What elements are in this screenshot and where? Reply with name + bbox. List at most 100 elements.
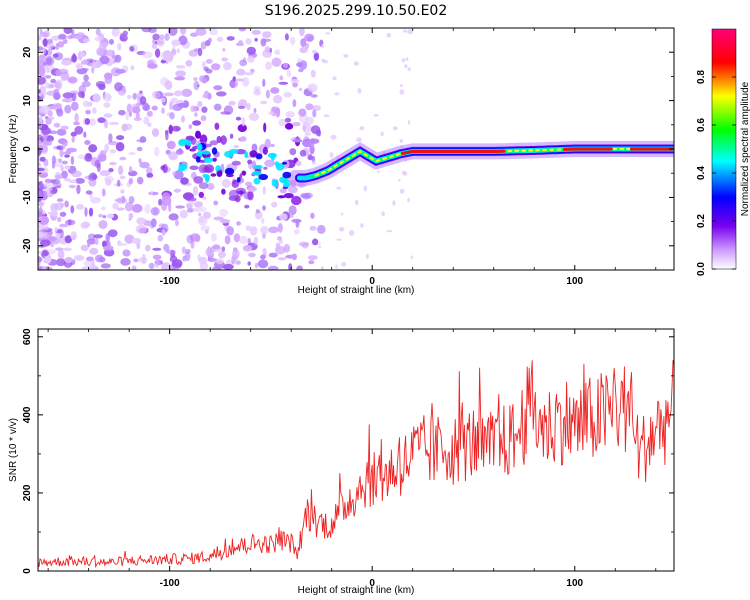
noise-blob (262, 78, 266, 87)
noise-blob (401, 58, 406, 63)
noise-blob (109, 38, 114, 45)
noise-blob (247, 159, 253, 165)
noise-blob (246, 102, 251, 111)
noise-blob (341, 212, 344, 216)
noise-blob (139, 161, 150, 169)
noise-blob (302, 138, 313, 148)
noise-blob (60, 202, 65, 208)
noise-blob (166, 140, 176, 150)
noise-blob (150, 190, 154, 196)
noise-blob (276, 236, 283, 241)
noise-blob (178, 35, 188, 46)
noise-blob (173, 188, 182, 193)
noise-blob (226, 36, 235, 41)
noise-blob (188, 49, 198, 57)
spectrogram-noise (38, 28, 413, 270)
noise-blob (341, 262, 347, 267)
noise-blob (235, 116, 242, 121)
noise-blob (242, 244, 253, 252)
noise-blob (169, 101, 173, 110)
noise-blob (307, 83, 318, 93)
colorbar-tick-label: 0.2 (696, 214, 707, 228)
noise-blob (164, 80, 173, 90)
noise-blob (237, 124, 247, 133)
noise-blob (38, 46, 44, 51)
noise-blob (83, 260, 93, 267)
noise-blob (247, 55, 255, 63)
noise-blob (175, 127, 180, 132)
noise-blob (299, 47, 308, 54)
noise-blob (89, 247, 99, 255)
noise-blob (271, 201, 278, 208)
noise-blob (75, 35, 83, 40)
noise-blob (151, 105, 158, 111)
noise-blob (386, 32, 392, 38)
noise-blob (63, 28, 73, 34)
noise-blob (165, 131, 169, 141)
noise-blob (174, 90, 183, 97)
noise-blob (233, 144, 240, 149)
noise-blob (99, 55, 110, 65)
noise-blob (38, 197, 42, 202)
noise-blob (219, 208, 229, 217)
noise-blob (38, 54, 47, 63)
noise-blob (205, 59, 213, 64)
noise-blob (216, 135, 222, 144)
noise-blob (268, 226, 279, 234)
noise-blob (174, 76, 186, 81)
noise-blob (286, 69, 292, 77)
noise-blob (198, 191, 204, 198)
ridge-blob (249, 150, 258, 158)
noise-blob (163, 243, 170, 252)
noise-blob (288, 185, 298, 194)
noise-blob (229, 133, 234, 139)
noise-blob (168, 213, 179, 221)
noise-blob (221, 57, 229, 62)
noise-blob (251, 143, 258, 153)
noise-blob (44, 116, 49, 120)
noise-blob (164, 33, 170, 41)
noise-blob (87, 241, 91, 248)
noise-blob (221, 178, 231, 188)
noise-blob (216, 36, 224, 43)
ridge-blob (236, 177, 241, 183)
noise-blob (55, 258, 66, 267)
noise-blob (262, 248, 266, 254)
noise-blob (197, 47, 203, 57)
ridge-blob (241, 170, 247, 176)
noise-blob (181, 88, 193, 97)
noise-blob (67, 76, 78, 84)
noise-blob (95, 28, 101, 36)
noise-blob (52, 102, 63, 110)
noise-blob (213, 85, 223, 91)
colorbar-tick-label: 0.8 (696, 70, 707, 84)
noise-blob (133, 258, 139, 263)
noise-blob (51, 210, 58, 217)
ridge-blob (274, 161, 280, 167)
chart-title: S196.2025.299.10.50.E02 (265, 3, 448, 19)
noise-blob (79, 38, 83, 43)
noise-blob (129, 46, 135, 52)
noise-blob (192, 207, 202, 212)
y-tick-label: 20 (22, 46, 33, 58)
noise-blob (146, 110, 153, 117)
noise-blob (301, 193, 311, 200)
noise-blob (321, 44, 324, 49)
ridge-blob (197, 145, 203, 151)
y-tick-label: 0 (22, 146, 33, 152)
noise-blob (44, 254, 52, 264)
y-tick-label: 200 (22, 484, 33, 501)
noise-blob (62, 38, 68, 44)
noise-blob (46, 249, 57, 255)
noise-blob (239, 136, 247, 142)
noise-blob (38, 266, 43, 270)
noise-blob (41, 144, 48, 153)
noise-blob (39, 113, 43, 122)
noise-blob (46, 117, 53, 123)
noise-blob (71, 101, 79, 111)
noise-blob (404, 64, 408, 68)
noise-blob (58, 158, 62, 163)
noise-blob (157, 234, 164, 242)
noise-blob (189, 165, 199, 171)
noise-blob (242, 76, 250, 87)
